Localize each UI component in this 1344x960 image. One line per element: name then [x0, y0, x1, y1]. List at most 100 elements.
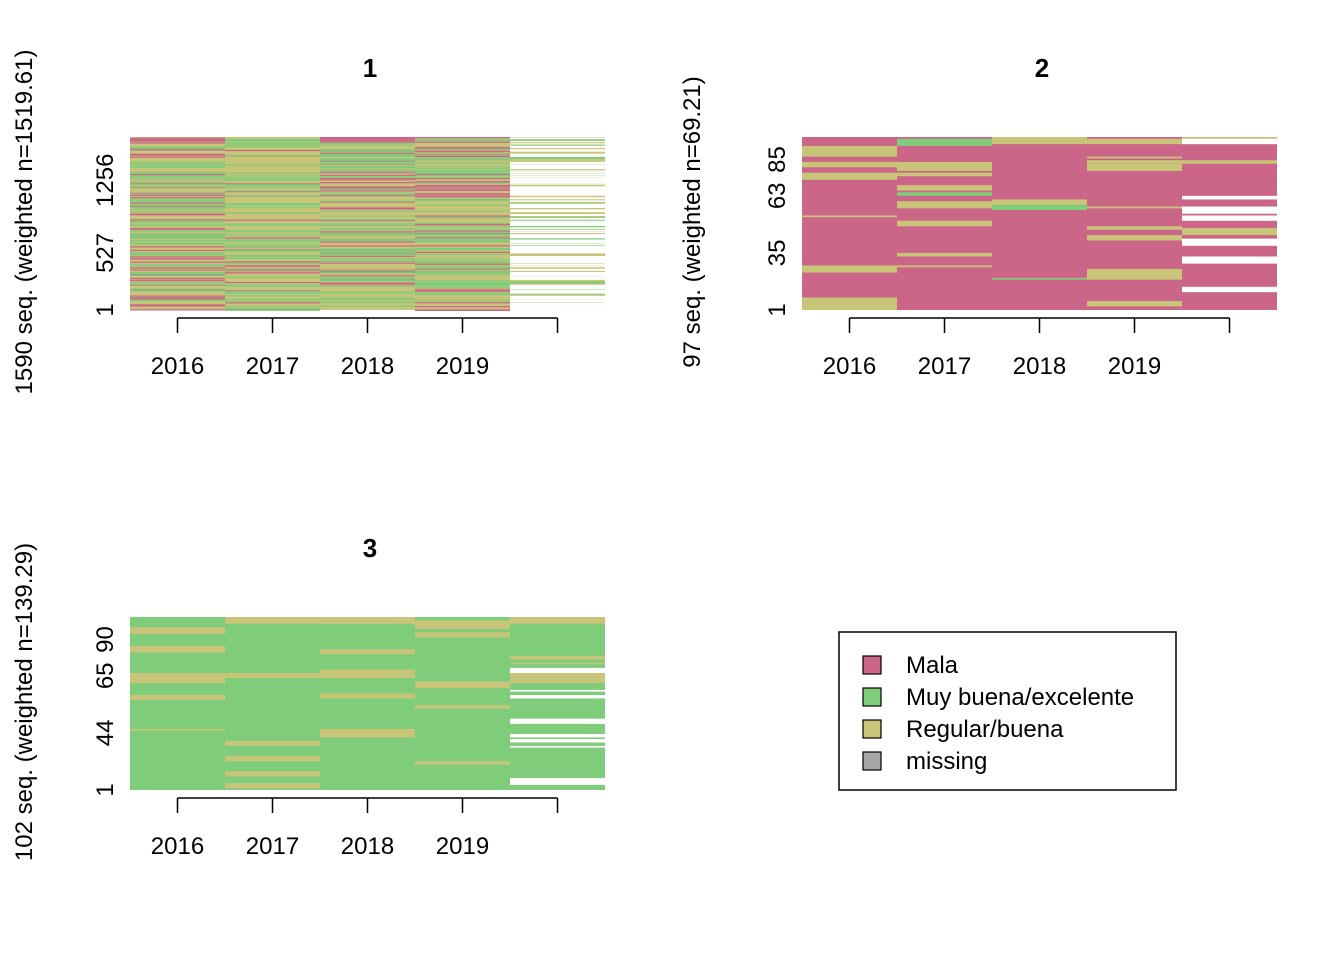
- heat-stripe: [415, 272, 510, 274]
- heat-stripe: [130, 211, 225, 213]
- heat-stripe: [225, 145, 320, 147]
- heat-stripe: [802, 297, 897, 303]
- heat-stripe: [130, 205, 225, 207]
- heat-stripe: [1087, 156, 1182, 159]
- heat-stripe: [320, 159, 415, 161]
- heat-stripe: [510, 298, 605, 300]
- heat-stripe: [1087, 226, 1182, 230]
- heat-stripe: [510, 281, 605, 283]
- heat-stripe: [130, 147, 225, 149]
- heat-stripe: [415, 240, 510, 242]
- heat-stripe: [510, 291, 605, 293]
- heat-stripe: [320, 252, 415, 254]
- panel-2: 2 97 seq. (weighted n=69.21) 2016 2017 201…: [679, 53, 1277, 380]
- heat-stripe: [1087, 206, 1182, 209]
- heat-stripe: [320, 285, 415, 287]
- heat-stripe: [225, 237, 320, 239]
- heat-stripe: [897, 252, 992, 257]
- legend-label: Regular/buena: [906, 716, 1064, 743]
- heat-stripe: [510, 202, 605, 204]
- panel-1-ylabel: 1590 seq. (weighted n=1519.61): [11, 50, 38, 395]
- heat-stripe: [320, 168, 415, 171]
- x-tick-label: 2016: [151, 833, 204, 860]
- heat-stripe: [415, 166, 510, 168]
- heat-stripe: [510, 268, 605, 270]
- legend-swatch: [862, 655, 882, 675]
- heat-stripe: [320, 141, 415, 143]
- heat-stripe: [320, 240, 415, 242]
- heat-stripe: [510, 301, 605, 303]
- heat-stripe: [510, 171, 605, 174]
- heat-stripe: [225, 241, 320, 243]
- heat-stripe: [225, 771, 320, 774]
- heat-stripe: [225, 203, 320, 205]
- heat-stripe: [415, 147, 510, 149]
- heat-stripe: [130, 156, 225, 158]
- heat-stripe: [130, 147, 225, 150]
- heat-stripe: [510, 258, 605, 260]
- legend-label: Muy buena/excelente: [906, 684, 1134, 711]
- heat-stripe: [415, 139, 510, 142]
- heat-stripe: [225, 300, 320, 303]
- heat-stripe: [897, 201, 992, 209]
- heat-stripe: [510, 250, 605, 253]
- heat-stripe: [510, 144, 605, 146]
- heat-stripe: [130, 289, 225, 291]
- heat-stripe: [992, 202, 1087, 211]
- heat-stripe: [225, 309, 320, 311]
- heat-stripe: [130, 243, 225, 245]
- heat-stripe: [415, 158, 510, 160]
- heat-stripe: [320, 298, 415, 301]
- heat-stripe: [510, 246, 605, 248]
- heat-stripe: [510, 242, 605, 244]
- heat-stripe: [130, 305, 225, 307]
- panel-1-title: 1: [363, 53, 377, 83]
- heat-stripe: [510, 220, 605, 223]
- x-tick-label: 2018: [1013, 353, 1066, 380]
- heat-stripe: [225, 187, 320, 189]
- panel-1-heatmap: [130, 137, 605, 311]
- heat-stripe: [415, 181, 510, 183]
- heat-stripe: [130, 139, 225, 142]
- heat-stripe: [130, 645, 225, 653]
- heat-stripe: [320, 245, 415, 247]
- heat-stripe: [130, 220, 225, 222]
- heat-stripe: [320, 301, 415, 304]
- heat-stripe: [415, 620, 510, 629]
- heat-stripe: [130, 230, 225, 232]
- heat-stripe: [130, 253, 225, 255]
- heat-stripe: [130, 197, 225, 199]
- heat-stripe: [415, 153, 510, 155]
- heat-stripe: [510, 229, 605, 232]
- heat-stripe: [510, 166, 605, 168]
- heat-stripe: [320, 249, 415, 251]
- heat-stripe: [320, 208, 415, 210]
- heat-stripe: [320, 201, 415, 203]
- heat-stripe: [510, 273, 605, 275]
- heat-stripe: [225, 212, 320, 214]
- heat-stripe: [510, 197, 605, 199]
- heat-stripe: [225, 219, 320, 221]
- panel-3-ylabel: 102 seq. (weighted n=139.29): [11, 543, 38, 861]
- heat-stripe: [415, 148, 510, 150]
- heat-stripe: [510, 257, 605, 259]
- heat-stripe: [130, 273, 225, 276]
- heat-stripe: [130, 214, 225, 216]
- heat-stripe: [130, 166, 225, 168]
- heat-stripe: [1087, 268, 1182, 275]
- heat-stripe: [415, 302, 510, 304]
- heat-stripe: [225, 184, 320, 186]
- heat-stripe: [130, 252, 225, 254]
- heat-stripe: [320, 223, 415, 225]
- heat-stripe: [510, 286, 605, 289]
- heat-stripe: [802, 215, 897, 218]
- legend: Mala Muy buena/excelente Regular/buena miss…: [838, 631, 1177, 791]
- heat-stripe: [225, 195, 320, 197]
- heat-stripe: [320, 275, 415, 277]
- heat-stripe: [320, 669, 415, 679]
- heat-stripe: [320, 161, 415, 163]
- heat-stripe: [415, 186, 510, 188]
- heat-stripe: [415, 233, 510, 235]
- heat-stripe: [130, 194, 225, 197]
- heat-stripe: [415, 309, 510, 311]
